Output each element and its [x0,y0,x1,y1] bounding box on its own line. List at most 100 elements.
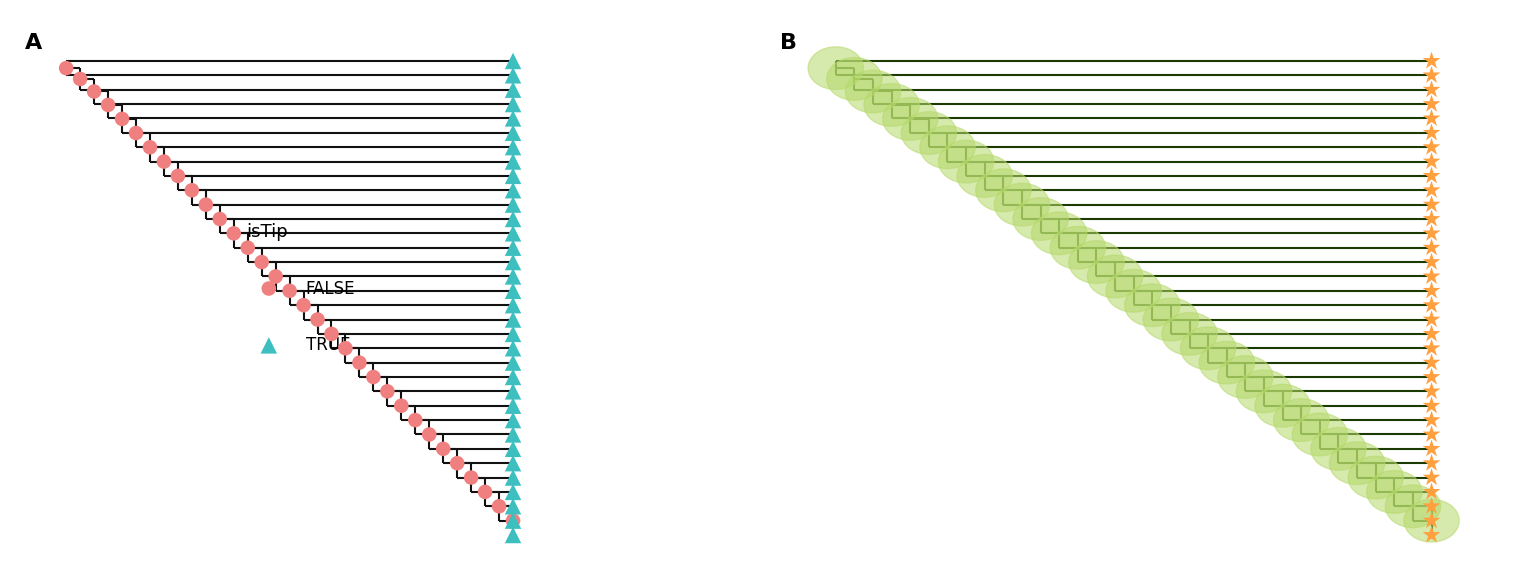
Point [1419,128,1444,138]
Circle shape [826,58,882,100]
Point [1419,444,1444,453]
Point [361,373,386,382]
Point [1419,473,1444,482]
Point [501,229,525,238]
Circle shape [1069,241,1124,283]
Point [263,272,287,281]
Point [257,284,281,293]
Point [1419,114,1444,123]
Circle shape [1143,298,1198,341]
Point [1419,56,1444,66]
Point [1419,71,1444,80]
Circle shape [1255,384,1310,427]
Point [501,502,525,511]
Point [501,516,525,525]
Circle shape [957,154,1012,197]
Point [501,272,525,281]
Point [1419,502,1444,511]
Point [501,243,525,252]
Point [1419,329,1444,339]
Point [501,185,525,195]
Point [1419,516,1444,525]
Circle shape [1292,413,1347,456]
Point [249,257,273,267]
Circle shape [1032,212,1087,255]
Point [501,85,525,94]
Point [501,200,525,209]
Text: isTip: isTip [246,223,287,241]
Point [501,373,525,382]
Point [109,114,134,123]
Point [1419,458,1444,468]
Point [1419,358,1444,367]
Point [1419,157,1444,166]
Point [402,415,427,425]
Point [1419,373,1444,382]
Point [501,487,525,497]
Circle shape [938,140,994,183]
Circle shape [1200,342,1255,384]
Circle shape [1012,198,1068,240]
Point [235,243,260,252]
Point [194,200,218,209]
Point [1419,142,1444,151]
Point [501,257,525,267]
Point [1419,214,1444,223]
Circle shape [1310,427,1366,470]
Point [319,329,344,339]
Point [124,128,149,138]
Point [1419,229,1444,238]
Point [1419,200,1444,209]
Point [501,444,525,453]
Text: B: B [780,32,797,52]
Point [1419,185,1444,195]
Point [473,487,498,497]
Point [180,185,204,195]
Point [1419,286,1444,295]
Point [501,56,525,66]
Circle shape [845,70,900,113]
Circle shape [1385,485,1441,528]
Point [501,128,525,138]
Text: A: A [25,32,41,52]
Circle shape [1273,399,1329,441]
Point [501,71,525,80]
Point [1419,257,1444,267]
Point [1419,344,1444,353]
Point [152,157,177,166]
Point [54,63,78,73]
Point [501,329,525,339]
Text: FALSE: FALSE [306,279,355,298]
Point [501,473,525,482]
Point [487,502,511,511]
Point [138,143,163,152]
Point [501,458,525,468]
Point [1419,85,1444,94]
Circle shape [902,112,957,154]
Point [445,458,470,468]
Circle shape [1367,471,1422,513]
Point [1419,430,1444,439]
Point [375,386,399,396]
Point [207,214,232,223]
Point [501,315,525,324]
Circle shape [883,97,938,140]
Circle shape [1124,284,1180,327]
Point [501,358,525,367]
Point [389,401,413,410]
Point [292,301,316,310]
Point [501,286,525,295]
Point [501,430,525,439]
Point [257,341,281,350]
Point [501,516,525,525]
Point [459,473,484,482]
Point [1419,401,1444,410]
Point [1419,272,1444,281]
Point [278,286,303,295]
Point [166,171,190,180]
Circle shape [1218,355,1273,399]
Point [501,114,525,123]
Point [1419,100,1444,109]
Circle shape [1330,442,1385,484]
Point [1419,487,1444,497]
